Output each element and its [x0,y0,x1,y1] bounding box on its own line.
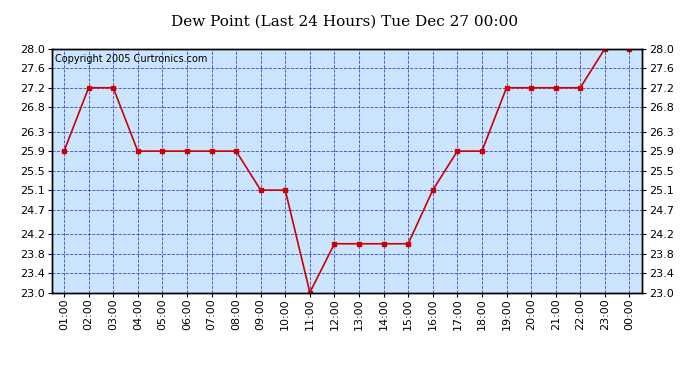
Text: Dew Point (Last 24 Hours) Tue Dec 27 00:00: Dew Point (Last 24 Hours) Tue Dec 27 00:… [171,15,519,29]
Text: Copyright 2005 Curtronics.com: Copyright 2005 Curtronics.com [55,54,207,64]
